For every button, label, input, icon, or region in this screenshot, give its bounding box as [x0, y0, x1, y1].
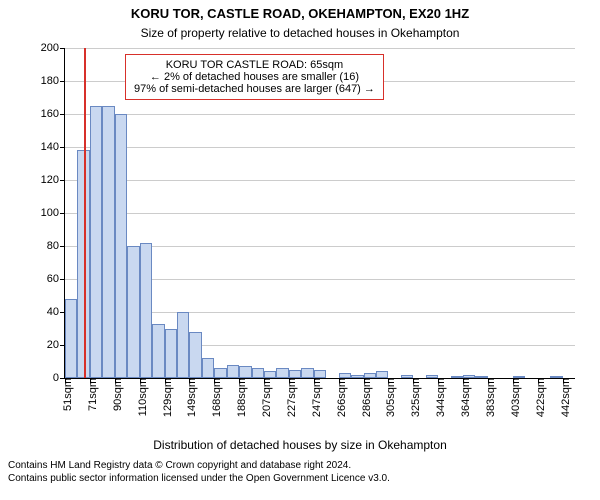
histogram-bar — [314, 370, 326, 378]
x-tick-label: 110sqm — [131, 378, 149, 416]
histogram-bar — [227, 365, 239, 378]
annotation-line3: 97% of semi-detached houses are larger (… — [134, 83, 375, 95]
footer-line2: Contains public sector information licen… — [8, 473, 390, 486]
histogram-bar — [376, 371, 388, 378]
x-tick-label: 90sqm — [106, 378, 124, 411]
x-tick-label: 325sqm — [404, 378, 422, 417]
chart-title-line1: KORU TOR, CASTLE ROAD, OKEHAMPTON, EX20 … — [0, 6, 600, 21]
histogram-bar — [127, 246, 139, 378]
x-tick-label: 383sqm — [479, 378, 497, 417]
x-tick-label: 129sqm — [156, 378, 174, 417]
y-tick-label: 180 — [41, 75, 65, 87]
y-tick-label: 60 — [47, 273, 65, 285]
histogram-bar — [289, 370, 301, 378]
x-tick-label: 403sqm — [504, 378, 522, 417]
x-tick-label: 71sqm — [81, 378, 99, 411]
x-tick-label: 442sqm — [554, 378, 572, 417]
x-tick-label: 149sqm — [180, 378, 198, 417]
footer-line1: Contains HM Land Registry data © Crown c… — [8, 460, 390, 473]
reference-line — [84, 48, 86, 378]
y-tick-label: 160 — [41, 108, 65, 120]
histogram-bar — [301, 368, 313, 378]
histogram-bar — [90, 106, 102, 378]
y-tick-label: 20 — [47, 339, 65, 351]
histogram-bar — [115, 114, 127, 378]
x-tick-label: 168sqm — [205, 378, 223, 417]
x-tick-label: 305sqm — [379, 378, 397, 417]
y-tick-label: 80 — [47, 240, 65, 252]
histogram-bar — [264, 371, 276, 378]
x-axis-label: Distribution of detached houses by size … — [0, 438, 600, 452]
grid-line — [65, 114, 575, 115]
annotation-line1: KORU TOR CASTLE ROAD: 65sqm — [134, 59, 375, 71]
grid-line — [65, 213, 575, 214]
y-tick-label: 120 — [41, 174, 65, 186]
grid-line — [65, 147, 575, 148]
x-tick-label: 344sqm — [429, 378, 447, 417]
y-tick-label: 40 — [47, 306, 65, 318]
histogram-bar — [177, 312, 189, 378]
annotation-box: KORU TOR CASTLE ROAD: 65sqm← 2% of detac… — [125, 54, 384, 100]
x-tick-label: 266sqm — [330, 378, 348, 417]
histogram-bar — [102, 106, 114, 378]
x-tick-label: 227sqm — [280, 378, 298, 417]
histogram-bar — [189, 332, 201, 378]
histogram-bar — [276, 368, 288, 378]
x-tick-label: 422sqm — [529, 378, 547, 417]
x-tick-label: 286sqm — [355, 378, 373, 417]
chart-title-line2: Size of property relative to detached ho… — [0, 26, 600, 40]
histogram-bar — [65, 299, 77, 378]
y-tick-label: 100 — [41, 207, 65, 219]
grid-line — [65, 180, 575, 181]
histogram-chart: KORU TOR, CASTLE ROAD, OKEHAMPTON, EX20 … — [0, 0, 600, 500]
x-tick-label: 207sqm — [255, 378, 273, 417]
plot-area: 02040608010012014016018020051sqm71sqm90s… — [64, 48, 575, 379]
x-tick-label: 188sqm — [230, 378, 248, 417]
footer-attribution: Contains HM Land Registry data © Crown c… — [8, 460, 390, 485]
histogram-bar — [152, 324, 164, 378]
x-tick-label: 364sqm — [454, 378, 472, 417]
histogram-bar — [214, 368, 226, 378]
histogram-bar — [140, 243, 152, 378]
histogram-bar — [165, 329, 177, 379]
x-tick-label: 51sqm — [56, 378, 74, 411]
histogram-bar — [252, 368, 264, 378]
y-tick-label: 140 — [41, 141, 65, 153]
histogram-bar — [202, 358, 214, 378]
histogram-bar — [239, 366, 251, 378]
x-tick-label: 247sqm — [305, 378, 323, 417]
annotation-line2: ← 2% of detached houses are smaller (16) — [134, 71, 375, 83]
grid-line — [65, 48, 575, 49]
y-tick-label: 200 — [41, 42, 65, 54]
